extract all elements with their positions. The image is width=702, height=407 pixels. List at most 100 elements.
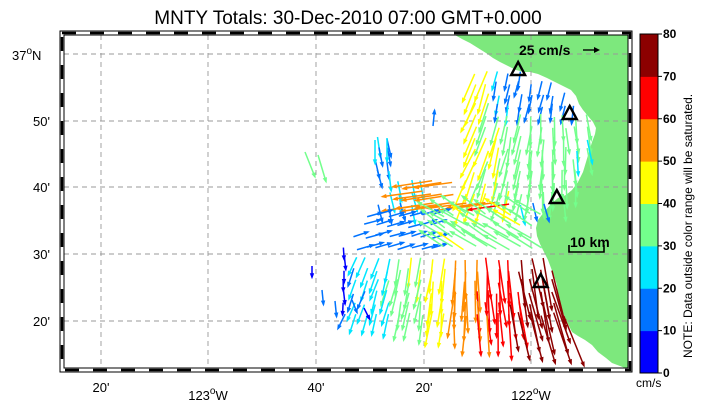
current-vector-head <box>368 319 373 327</box>
current-vector-head <box>435 321 441 329</box>
current-vector <box>551 270 566 324</box>
current-vector <box>437 231 464 251</box>
current-vector <box>538 160 544 190</box>
current-vector <box>460 212 486 228</box>
current-vector <box>450 231 477 247</box>
current-vector <box>514 199 541 215</box>
current-vector <box>565 180 568 208</box>
current-vector-head <box>381 333 387 340</box>
current-vector <box>478 102 490 132</box>
current-vector-head <box>387 209 395 214</box>
current-vector-head <box>492 221 499 227</box>
lat-label-40: 40' <box>33 180 50 195</box>
current-vector <box>506 223 532 239</box>
current-vector <box>474 280 477 322</box>
current-vector <box>517 271 532 319</box>
current-vector-head <box>422 242 429 247</box>
current-vector-head <box>390 184 398 189</box>
current-vector <box>417 301 422 330</box>
current-vector-head <box>475 139 480 147</box>
current-vector-head <box>356 304 362 311</box>
current-vector-head <box>498 194 503 202</box>
current-vector <box>463 193 476 223</box>
current-vector <box>525 126 533 155</box>
current-vector-head <box>394 205 401 211</box>
current-vector <box>488 127 500 158</box>
current-vector-head <box>347 270 353 277</box>
current-vector-head <box>387 161 393 168</box>
current-vector <box>513 170 521 198</box>
current-vector <box>382 190 423 198</box>
current-vector-head <box>551 349 556 356</box>
current-vector <box>474 126 487 156</box>
current-vector-head <box>538 193 543 200</box>
current-vector-head <box>563 216 568 223</box>
current-vector-head <box>476 108 482 116</box>
current-vector <box>428 231 454 248</box>
current-vector-head <box>505 223 512 229</box>
colorbar-block <box>640 34 658 77</box>
triangle-icon <box>560 103 579 121</box>
current-vector-head <box>474 150 479 157</box>
current-vector-head <box>503 195 510 201</box>
current-vector <box>487 208 512 225</box>
current-vector <box>416 201 455 209</box>
gridlines <box>64 35 628 368</box>
colorbar-tick-label: 50 <box>663 154 677 168</box>
current-vector-head <box>386 229 394 235</box>
scale-arrow-label: 25 cm/s <box>519 42 571 58</box>
current-vector <box>439 209 467 226</box>
current-vector <box>517 232 543 249</box>
current-vector-head <box>463 138 468 145</box>
current-vector <box>562 194 567 221</box>
current-vector-head <box>516 232 523 238</box>
current-vector-head <box>438 209 445 215</box>
current-vector <box>430 199 454 217</box>
current-vector-head <box>466 207 473 212</box>
current-vector-head <box>459 315 464 322</box>
current-vector-head <box>379 308 384 316</box>
current-vector <box>380 280 390 306</box>
current-vector-head <box>413 197 420 203</box>
current-vector-head <box>446 333 451 340</box>
current-vector <box>401 301 410 330</box>
current-vector-head <box>363 231 370 236</box>
current-vector-head <box>486 352 492 359</box>
current-vector-head <box>499 138 504 146</box>
current-vector <box>528 278 543 328</box>
current-vector-head <box>320 300 326 307</box>
current-vector-head <box>548 117 553 124</box>
current-vector-head <box>436 231 443 237</box>
current-vector <box>470 233 497 250</box>
current-vector-head <box>401 215 407 223</box>
current-vector-head <box>346 307 352 314</box>
current-vector-head <box>448 230 456 236</box>
current-vector-head <box>564 203 570 210</box>
current-vector <box>497 282 508 327</box>
current-vector-head <box>417 220 424 226</box>
coastline-land <box>455 35 628 368</box>
current-vector <box>541 279 553 332</box>
colorbar-block <box>640 288 658 332</box>
current-vector-head <box>537 107 542 114</box>
colorbar-tick-label: 30 <box>663 239 677 253</box>
current-vector <box>476 271 481 312</box>
current-vector-head <box>346 315 351 323</box>
current-vector-head <box>372 159 378 166</box>
triangle-icon <box>509 59 528 77</box>
current-vector-head <box>355 272 361 279</box>
current-vector <box>508 209 533 227</box>
current-vector-head <box>523 117 528 124</box>
current-vector-head <box>400 197 407 202</box>
current-vector <box>426 293 433 326</box>
current-vector <box>317 154 327 182</box>
current-vector-head <box>483 197 490 203</box>
current-vector <box>460 148 476 178</box>
current-vector <box>540 291 550 342</box>
current-vector-head <box>589 169 594 177</box>
current-vector-head <box>337 324 342 331</box>
current-vector <box>508 314 513 360</box>
current-vector-head <box>431 108 437 115</box>
current-vector-head <box>503 98 509 105</box>
current-vector-head <box>392 335 397 343</box>
